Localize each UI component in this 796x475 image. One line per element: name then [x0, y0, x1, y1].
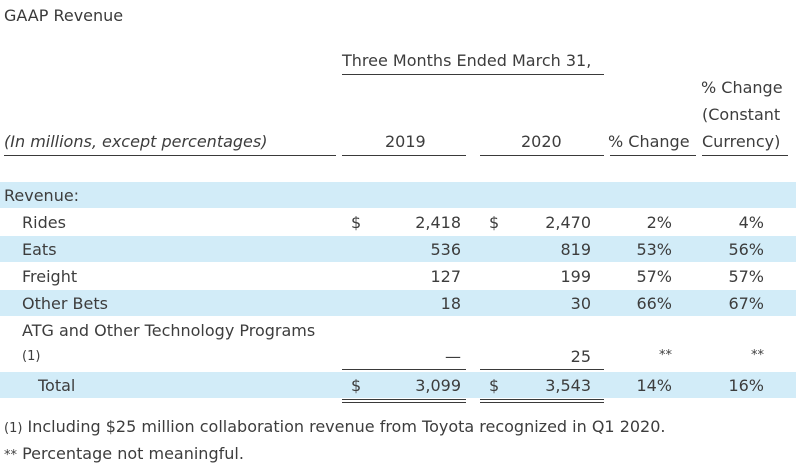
- currency-symbol: $: [351, 213, 362, 232]
- currency-symbol: $: [489, 376, 500, 395]
- value-constant-change: 67%: [728, 294, 764, 313]
- subtotal-rule-2019: [342, 369, 466, 370]
- total-2019: 3,099: [415, 376, 461, 395]
- table-row: ATG and Other Technology Programs (1) — …: [0, 317, 796, 369]
- header-rule-2020: [480, 155, 604, 156]
- value-change: **: [659, 348, 672, 363]
- value-2020: 2,470: [545, 213, 591, 232]
- section-row-revenue: Revenue:: [0, 182, 796, 208]
- footnote-2-text: Percentage not meaningful.: [22, 444, 244, 463]
- header-rule-2019: [342, 155, 466, 156]
- table-row: Freight 127 199 57% 57%: [0, 263, 796, 289]
- header-rule-label: [4, 155, 336, 156]
- total-row: Total $ 3,099 $ 3,543 14% 16%: [0, 372, 796, 398]
- row-label: Eats: [22, 240, 57, 259]
- constant-currency-header-line3: Currency): [702, 132, 781, 151]
- total-double-rule-2020-b: [480, 402, 604, 403]
- constant-currency-header-line1: % Change: [701, 78, 783, 97]
- header-rule-constant: [702, 155, 788, 156]
- table-row: Rides $ 2,418 $ 2,470 2% 4%: [0, 209, 796, 235]
- value-constant-change: 56%: [728, 240, 764, 259]
- value-constant-change: 4%: [738, 213, 764, 232]
- footnote-ref: (1): [22, 349, 41, 364]
- total-constant-change: 16%: [728, 376, 764, 395]
- value-2019: —: [445, 347, 461, 366]
- table-row: Eats 536 819 53% 56%: [0, 236, 796, 262]
- total-label: Total: [38, 376, 76, 395]
- value-change: 53%: [636, 240, 672, 259]
- value-2019: 18: [440, 294, 461, 313]
- value-change: 57%: [636, 267, 672, 286]
- col-header-2019: 2019: [385, 132, 426, 151]
- table-title: GAAP Revenue: [4, 6, 124, 25]
- value-2020: 199: [560, 267, 591, 286]
- col-header-2020: 2020: [521, 132, 562, 151]
- value-2020: 819: [560, 240, 591, 259]
- row-label: Other Bets: [22, 294, 108, 313]
- footnote-2-marker: **: [4, 448, 17, 463]
- value-2019: 127: [430, 267, 461, 286]
- section-label: Revenue:: [4, 186, 80, 205]
- footnote-2: ** Percentage not meaningful.: [4, 444, 244, 463]
- col-header-change: % Change: [608, 132, 690, 151]
- value-2020: 30: [570, 294, 591, 313]
- value-2020: 25: [570, 347, 591, 366]
- subtotal-rule-2020: [480, 369, 604, 370]
- footnote-1-text: Including $25 million collaboration reve…: [27, 417, 666, 436]
- value-constant-change: **: [751, 348, 764, 363]
- row-label: Freight: [22, 267, 78, 286]
- table-row: Other Bets 18 30 66% 67%: [0, 290, 796, 316]
- footnote-1: (1) Including $25 million collaboration …: [4, 417, 666, 436]
- total-2020: 3,543: [545, 376, 591, 395]
- currency-symbol: $: [489, 213, 500, 232]
- footnote-1-marker: (1): [4, 421, 23, 436]
- value-constant-change: 57%: [728, 267, 764, 286]
- total-double-rule-2020-a: [480, 399, 604, 400]
- currency-symbol: $: [351, 376, 362, 395]
- row-label: ATG and Other Technology Programs: [22, 321, 316, 340]
- total-change: 14%: [636, 376, 672, 395]
- value-2019: 2,418: [415, 213, 461, 232]
- total-double-rule-2019-a: [342, 399, 466, 400]
- total-double-rule-2019-b: [342, 402, 466, 403]
- value-change: 66%: [636, 294, 672, 313]
- constant-currency-header-line2: (Constant: [702, 105, 781, 124]
- units-label: (In millions, except percentages): [4, 132, 268, 151]
- value-2019: 536: [430, 240, 461, 259]
- value-change: 2%: [646, 213, 672, 232]
- period-header: Three Months Ended March 31,: [342, 51, 592, 70]
- row-label: Rides: [22, 213, 66, 232]
- period-rule: [342, 74, 604, 75]
- header-rule-change: [610, 155, 696, 156]
